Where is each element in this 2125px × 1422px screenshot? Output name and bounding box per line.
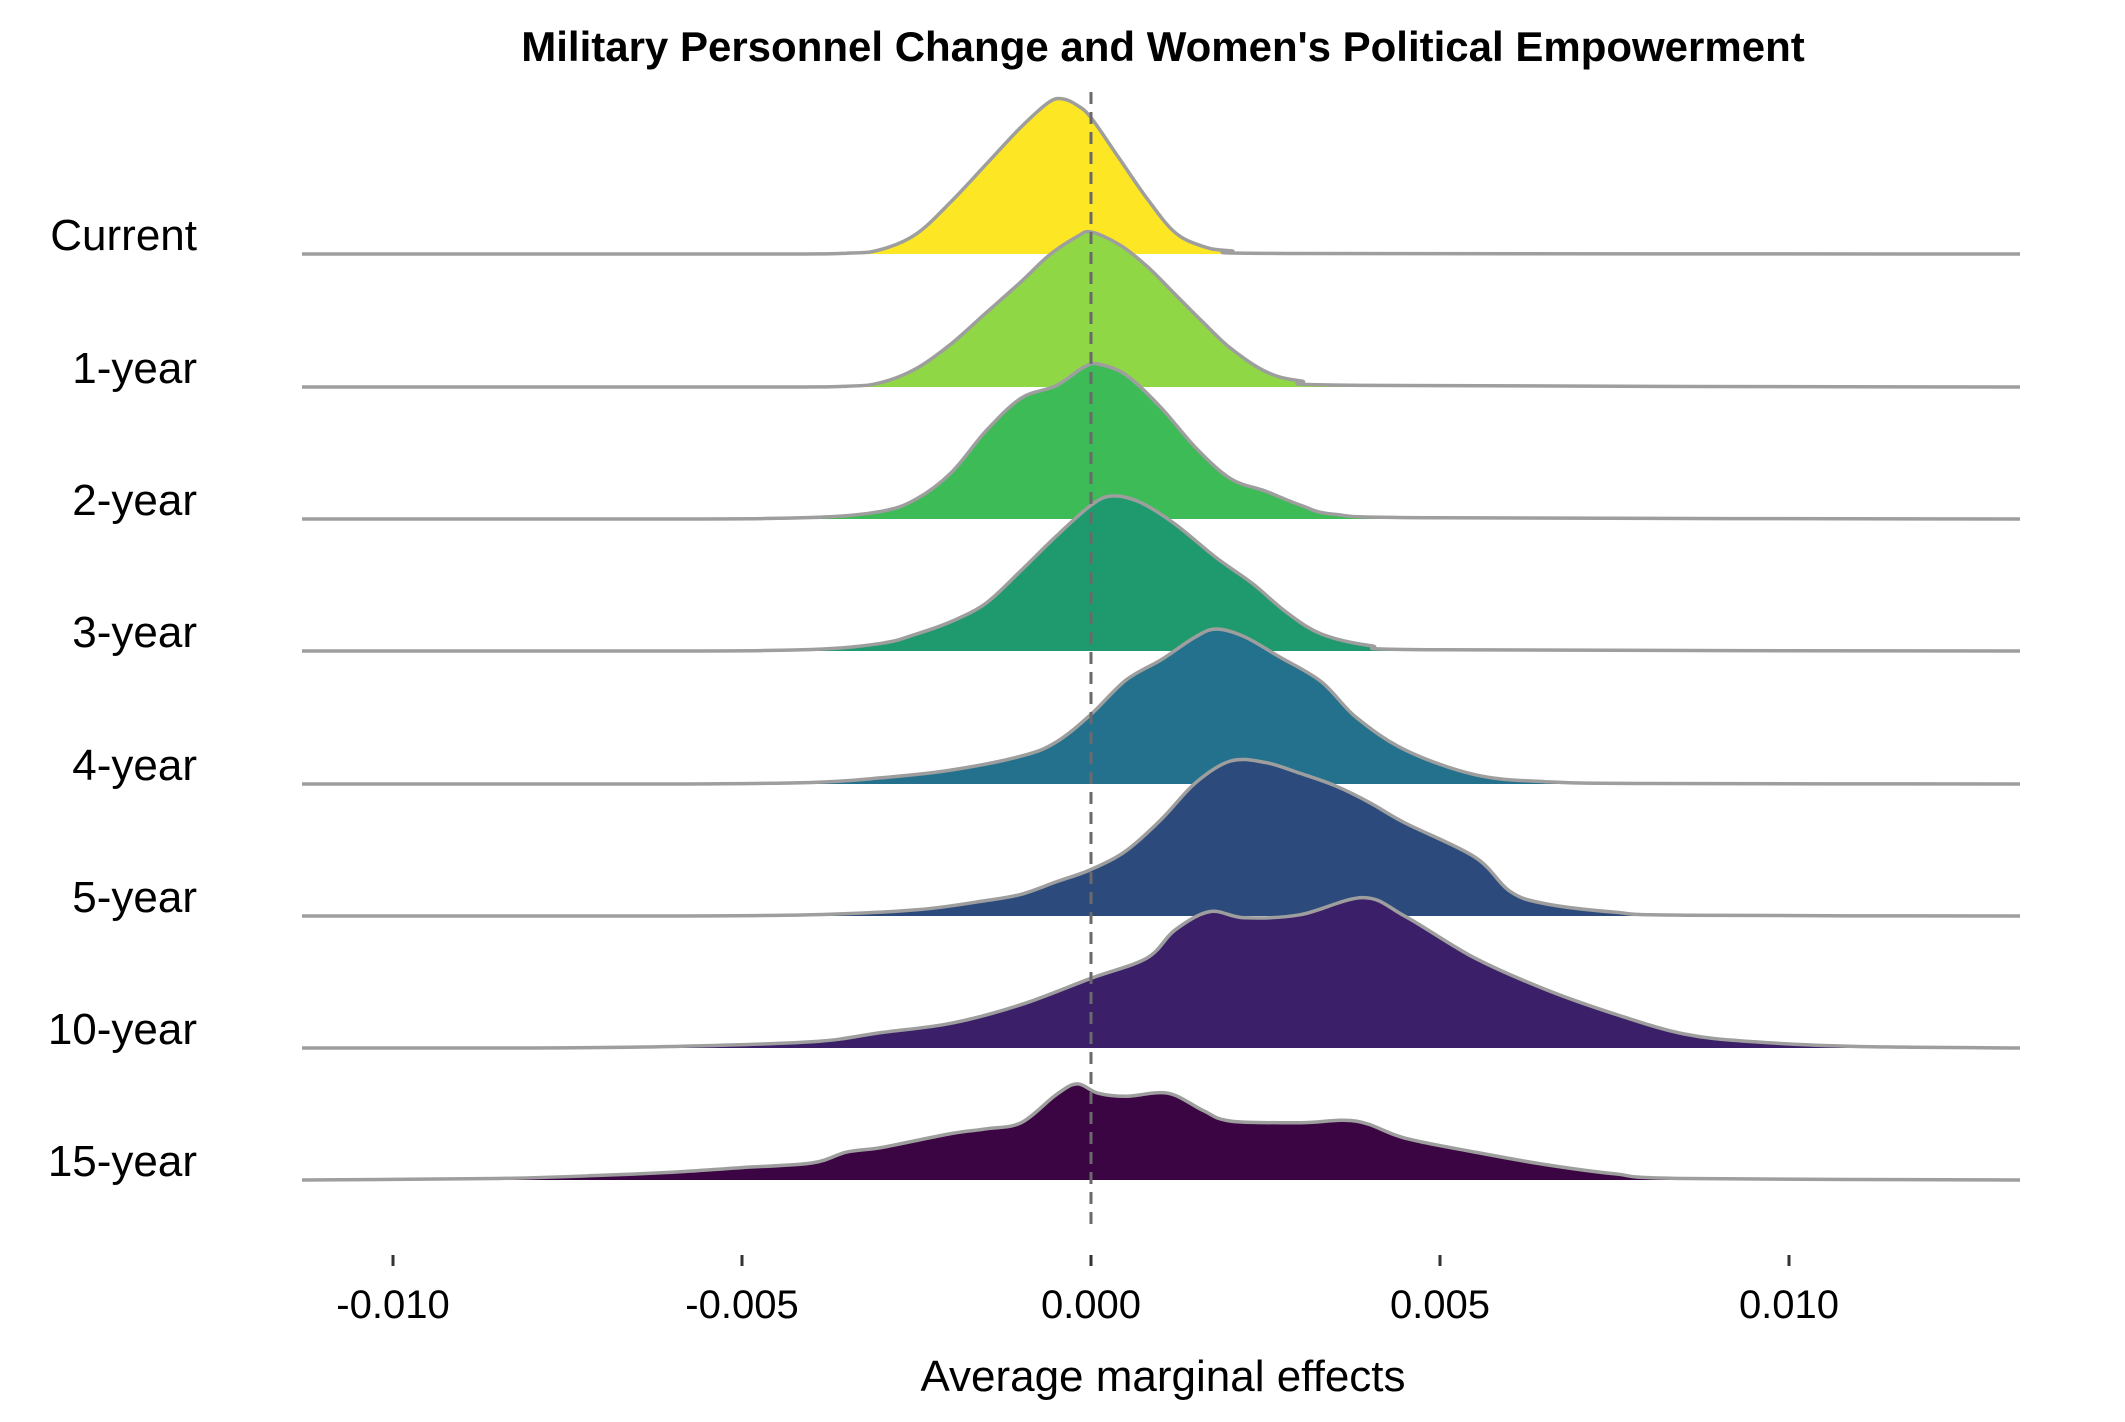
y-label-3-year: 3-year bbox=[72, 608, 197, 657]
y-label-current: Current bbox=[50, 211, 197, 260]
ridge-area-15-year bbox=[302, 1083, 2020, 1180]
x-tick-label: 0.000 bbox=[1041, 1283, 1141, 1327]
x-tick-label: -0.005 bbox=[685, 1283, 798, 1327]
x-tick-label: -0.010 bbox=[336, 1283, 449, 1327]
ridge-area-10-year bbox=[302, 897, 2020, 1048]
ridge-area-3-year bbox=[302, 495, 2020, 651]
x-tick-label: 0.010 bbox=[1739, 1283, 1839, 1327]
y-label-10-year: 10-year bbox=[48, 1005, 197, 1054]
ridge-outline-2-year bbox=[302, 361, 2021, 521]
ridges-layer bbox=[301, 96, 2021, 1182]
y-label-2-year: 2-year bbox=[72, 476, 197, 525]
chart-title: Military Personnel Change and Women's Po… bbox=[521, 23, 1804, 70]
x-axis-label: Average marginal effects bbox=[920, 1352, 1405, 1401]
ridge-area-5-year bbox=[302, 759, 2020, 916]
y-label-4-year: 4-year bbox=[72, 741, 197, 790]
ridge-outline-current bbox=[302, 96, 2021, 256]
ridge-outline-5-year bbox=[301, 757, 2021, 918]
y-label-15-year: 15-year bbox=[48, 1137, 197, 1186]
x-tick-label: 0.005 bbox=[1390, 1283, 1490, 1327]
ridge-outline-10-year bbox=[302, 895, 2021, 1050]
y-label-5-year: 5-year bbox=[72, 873, 197, 922]
y-axis-labels: Current 1-year 2-year 3-year 4-year 5-year 10-… bbox=[48, 211, 197, 1186]
x-axis-ticks: -0.010 -0.005 0.000 0.005 0.010 bbox=[336, 1255, 1839, 1327]
ridge-outline-4-year bbox=[302, 627, 2021, 786]
ridge-area-4-year bbox=[302, 629, 2020, 784]
ridge-area-1-year bbox=[302, 231, 2020, 387]
ridge-outline-1-year bbox=[301, 229, 2021, 389]
ridge-area-current bbox=[302, 98, 2020, 255]
ridge-outline-15-year bbox=[301, 1082, 2021, 1182]
ridge-outline-3-year bbox=[301, 494, 2021, 653]
y-label-1-year: 1-year bbox=[72, 344, 197, 393]
ridge-area-2-year bbox=[302, 363, 2020, 519]
